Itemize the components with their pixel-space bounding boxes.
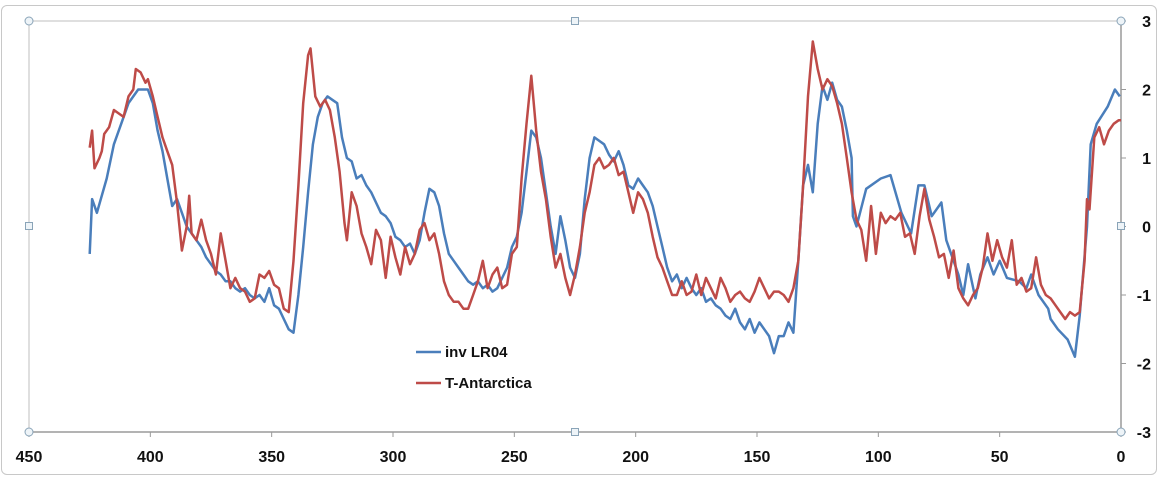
- plot-area-border: [28, 20, 1122, 433]
- x-tick-label: 250: [501, 449, 528, 466]
- series-line-inv-lr04[interactable]: [88, 81, 1121, 358]
- y-tick-label: -2: [1137, 357, 1151, 374]
- y-tick-label: 2: [1142, 83, 1151, 100]
- y-tick-label: -1: [1137, 288, 1151, 305]
- y-tick-label: 3: [1142, 14, 1151, 31]
- legend: inv LR04 T-Antarctica: [416, 344, 532, 392]
- y-tick-label: -3: [1137, 425, 1151, 442]
- resize-handle[interactable]: [24, 16, 34, 26]
- y-tick-label: 1: [1142, 151, 1151, 168]
- resize-handle[interactable]: [571, 17, 579, 25]
- legend-label-inv-lr04: inv LR04: [445, 344, 508, 361]
- chart-area[interactable]: [1, 5, 1157, 475]
- resize-handle[interactable]: [25, 222, 33, 230]
- y-tick-label: 0: [1142, 220, 1151, 237]
- x-tick-label: 350: [258, 449, 285, 466]
- resize-handle[interactable]: [1117, 222, 1125, 230]
- x-tick-label: 100: [865, 449, 892, 466]
- resize-handle[interactable]: [571, 428, 579, 436]
- x-tick-label: 200: [622, 449, 649, 466]
- x-tick-label: 0: [1117, 449, 1126, 466]
- legend-label-t-antarctica: T-Antarctica: [445, 375, 532, 392]
- resize-handle[interactable]: [1116, 427, 1126, 437]
- x-tick-label: 300: [380, 449, 407, 466]
- series-line-t-antarctica[interactable]: [88, 40, 1121, 321]
- resize-handle[interactable]: [1116, 16, 1126, 26]
- resize-handle[interactable]: [24, 427, 34, 437]
- x-tick-label: 150: [744, 449, 771, 466]
- x-tick-label: 50: [991, 449, 1009, 466]
- x-tick-label: 400: [137, 449, 164, 466]
- x-tick-label: 450: [16, 449, 43, 466]
